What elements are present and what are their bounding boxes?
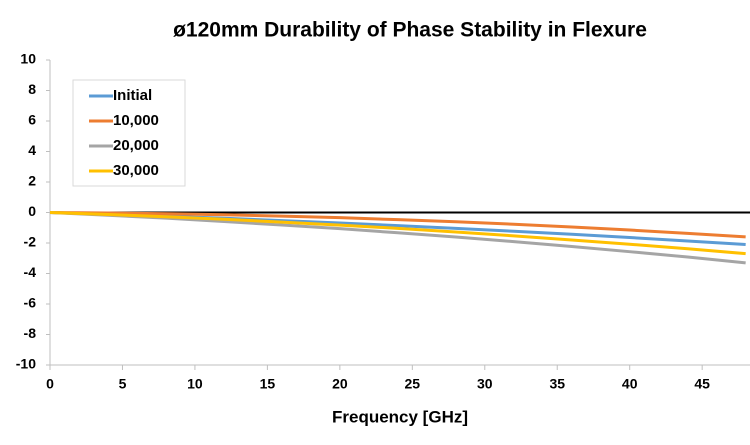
legend-label: 10,000 (113, 112, 159, 129)
y-tick-label: 0 (28, 203, 36, 219)
legend-label: 30,000 (113, 162, 159, 179)
y-tick-label: -10 (16, 356, 36, 372)
y-tick-label: -4 (24, 264, 37, 280)
x-tick-label: 10 (187, 376, 203, 392)
y-tick-label: 10 (20, 51, 36, 67)
x-tick-label: 35 (549, 376, 565, 392)
y-tick-label: 2 (28, 173, 36, 189)
x-axis-label: Frequency [GHz] (332, 407, 468, 426)
x-tick-label: 25 (405, 376, 421, 392)
y-tick-label: 8 (28, 81, 36, 97)
x-tick-label: 45 (694, 376, 710, 392)
legend-box (72, 79, 186, 187)
y-tick-label: -6 (24, 295, 37, 311)
x-tick-label: 20 (332, 376, 348, 392)
legend-label: 20,000 (113, 137, 159, 154)
x-tick-label: 5 (119, 376, 127, 392)
y-tick-label: -8 (24, 325, 37, 341)
x-tick-label: 40 (622, 376, 638, 392)
x-tick-label: 0 (46, 376, 54, 392)
y-tick-label: 6 (28, 112, 36, 128)
y-tick-label: -2 (24, 234, 37, 250)
x-tick-label: 30 (477, 376, 493, 392)
legend-label: Initial (113, 87, 152, 104)
series-line (49, 211, 746, 256)
x-tick-label: 15 (260, 376, 276, 392)
y-tick-label: 4 (28, 142, 36, 158)
series-line (49, 211, 746, 239)
chart-title: ø120mm Durability of Phase Stability in … (173, 19, 647, 42)
